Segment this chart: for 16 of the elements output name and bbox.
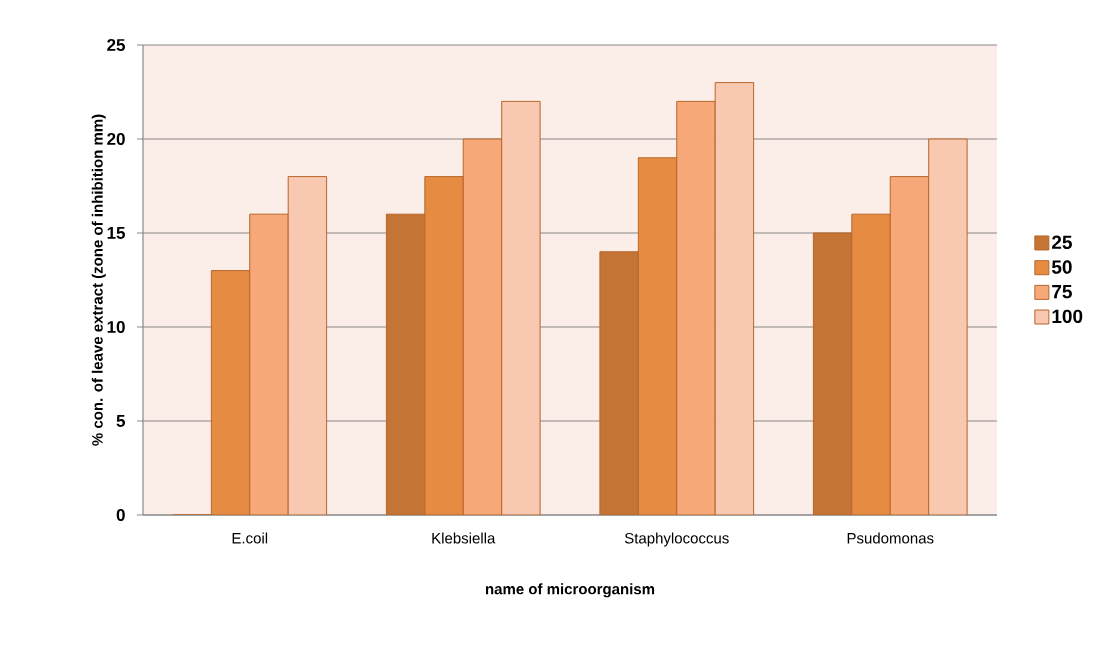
y-tick-label: 0: [116, 508, 125, 522]
y-tick-label: 5: [116, 415, 126, 427]
y-tick-label: 15: [107, 227, 126, 239]
legend-label: 50: [1051, 260, 1072, 274]
x-axis-title: name of microorganism: [485, 583, 655, 598]
legend-label: 100: [1052, 309, 1083, 324]
x-tick-label: Klebsiella: [432, 532, 496, 544]
legend-label: 75: [1052, 285, 1072, 299]
x-tick-label: Staphylococcus: [624, 532, 729, 547]
y-tick-label: 20: [107, 132, 125, 146]
x-tick-label: E.coil: [232, 532, 268, 544]
x-tick-label: Psudomonas: [847, 532, 934, 544]
y-axis-title: % con. of leave extract (zone of inhibition mm): [91, 114, 106, 446]
legend-label: 25: [1052, 235, 1072, 250]
y-tick-label: 10: [107, 320, 125, 334]
y-tick-label: 25: [107, 38, 126, 52]
